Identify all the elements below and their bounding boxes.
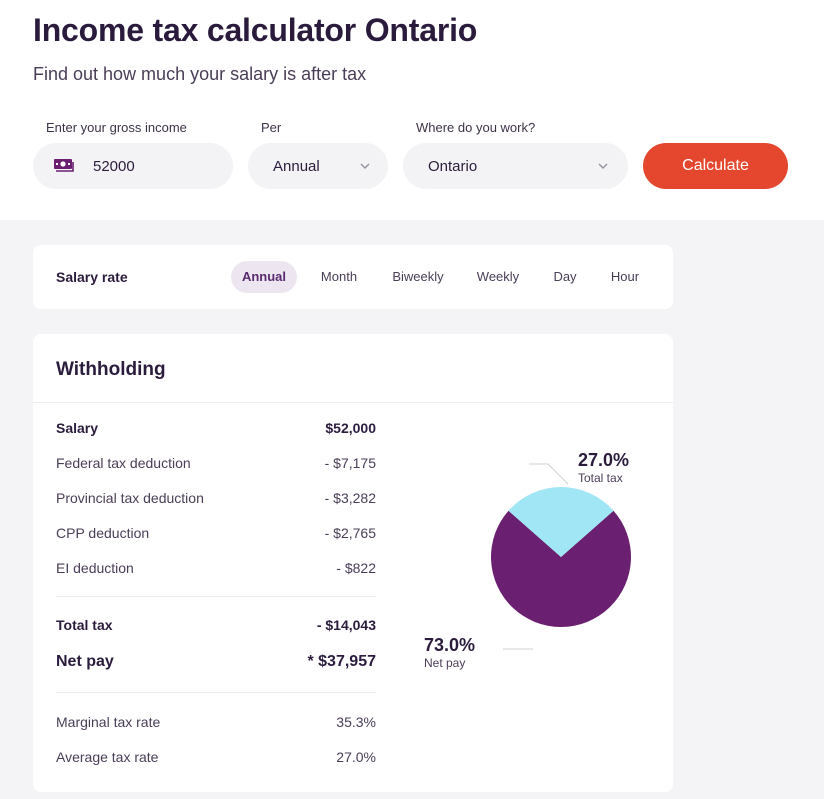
salary-rate-label: Salary rate bbox=[56, 269, 128, 285]
calculator-header: Income tax calculator Ontario Find out h… bbox=[0, 0, 824, 220]
row-cpp: CPP deduction - $2,765 bbox=[56, 525, 376, 541]
tab-annual[interactable]: Annual bbox=[231, 261, 297, 293]
row-label: EI deduction bbox=[56, 560, 134, 576]
row-label: Federal tax deduction bbox=[56, 455, 191, 471]
page-subtitle: Find out how much your salary is after t… bbox=[33, 64, 367, 84]
per-label: Per bbox=[261, 120, 282, 135]
tab-biweekly[interactable]: Biweekly bbox=[392, 269, 444, 284]
row-label: Average tax rate bbox=[56, 749, 159, 765]
slice-label-net-pay-pct: 73.0% bbox=[424, 635, 476, 655]
row-average-rate: Average tax rate 27.0% bbox=[56, 749, 376, 765]
row-salary: Salary $52,000 bbox=[56, 420, 376, 436]
tab-month[interactable]: Month bbox=[320, 269, 358, 284]
province-value: Ontario bbox=[428, 157, 478, 175]
row-net-pay: Net pay * $37,957 bbox=[56, 653, 376, 671]
row-value: - $2,765 bbox=[324, 525, 376, 541]
income-input[interactable]: 52000 bbox=[33, 143, 233, 189]
row-value: 35.3% bbox=[336, 714, 376, 730]
row-value: $52,000 bbox=[325, 420, 376, 436]
per-value: Annual bbox=[273, 157, 320, 175]
withholding-card: Withholding Salary $52,000 Federal tax d… bbox=[33, 334, 673, 792]
tab-weekly[interactable]: Weekly bbox=[476, 269, 520, 284]
pie-slice-total-tax bbox=[508, 487, 614, 557]
income-label: Enter your gross income bbox=[46, 120, 187, 135]
row-value: - $822 bbox=[336, 560, 376, 576]
row-value: - $3,282 bbox=[324, 490, 376, 506]
page-title: Income tax calculator Ontario bbox=[33, 12, 478, 48]
slice-label-net-pay: Net pay bbox=[424, 656, 466, 670]
slice-label-total-tax-pct: 27.0% bbox=[578, 450, 630, 470]
row-total-tax: Total tax - $14,043 bbox=[56, 617, 376, 633]
row-value: * $37,957 bbox=[307, 653, 376, 670]
row-label: Marginal tax rate bbox=[56, 714, 161, 730]
tab-day[interactable]: Day bbox=[553, 269, 577, 284]
income-value: 52000 bbox=[93, 157, 135, 175]
divider bbox=[33, 402, 673, 403]
total-tax-leader-line bbox=[529, 463, 569, 485]
row-federal-tax: Federal tax deduction - $7,175 bbox=[56, 455, 376, 471]
row-ei: EI deduction - $822 bbox=[56, 560, 376, 576]
chevron-down-icon bbox=[596, 159, 610, 173]
row-label: Provincial tax deduction bbox=[56, 490, 204, 506]
divider bbox=[56, 692, 376, 693]
pie-slice-net-pay bbox=[491, 510, 631, 627]
row-label: Salary bbox=[56, 420, 99, 436]
row-provincial-tax: Provincial tax deduction - $3,282 bbox=[56, 490, 376, 506]
pie-svg bbox=[491, 463, 631, 650]
chevron-down-icon bbox=[358, 159, 372, 173]
tax-pie-chart: 27.0% Total tax 73.0% Net pay bbox=[413, 434, 673, 694]
withholding-title: Withholding bbox=[56, 359, 166, 380]
per-select[interactable]: Annual bbox=[248, 143, 388, 189]
row-value: - $14,043 bbox=[316, 617, 376, 633]
salary-rate-card: Salary rate Annual Month Biweekly Weekly… bbox=[33, 245, 673, 309]
divider bbox=[56, 596, 376, 597]
row-label: Total tax bbox=[56, 617, 113, 633]
tab-hour[interactable]: Hour bbox=[610, 269, 640, 284]
where-label: Where do you work? bbox=[416, 120, 536, 135]
row-marginal-rate: Marginal tax rate 35.3% bbox=[56, 714, 376, 730]
row-label: Net pay bbox=[56, 653, 114, 670]
slice-label-total-tax: Total tax bbox=[578, 471, 623, 485]
money-icon bbox=[53, 157, 75, 175]
row-value: 27.0% bbox=[336, 749, 376, 765]
row-value: - $7,175 bbox=[324, 455, 376, 471]
calculate-button[interactable]: Calculate bbox=[643, 143, 788, 189]
row-label: CPP deduction bbox=[56, 525, 150, 541]
province-select[interactable]: Ontario bbox=[403, 143, 628, 189]
